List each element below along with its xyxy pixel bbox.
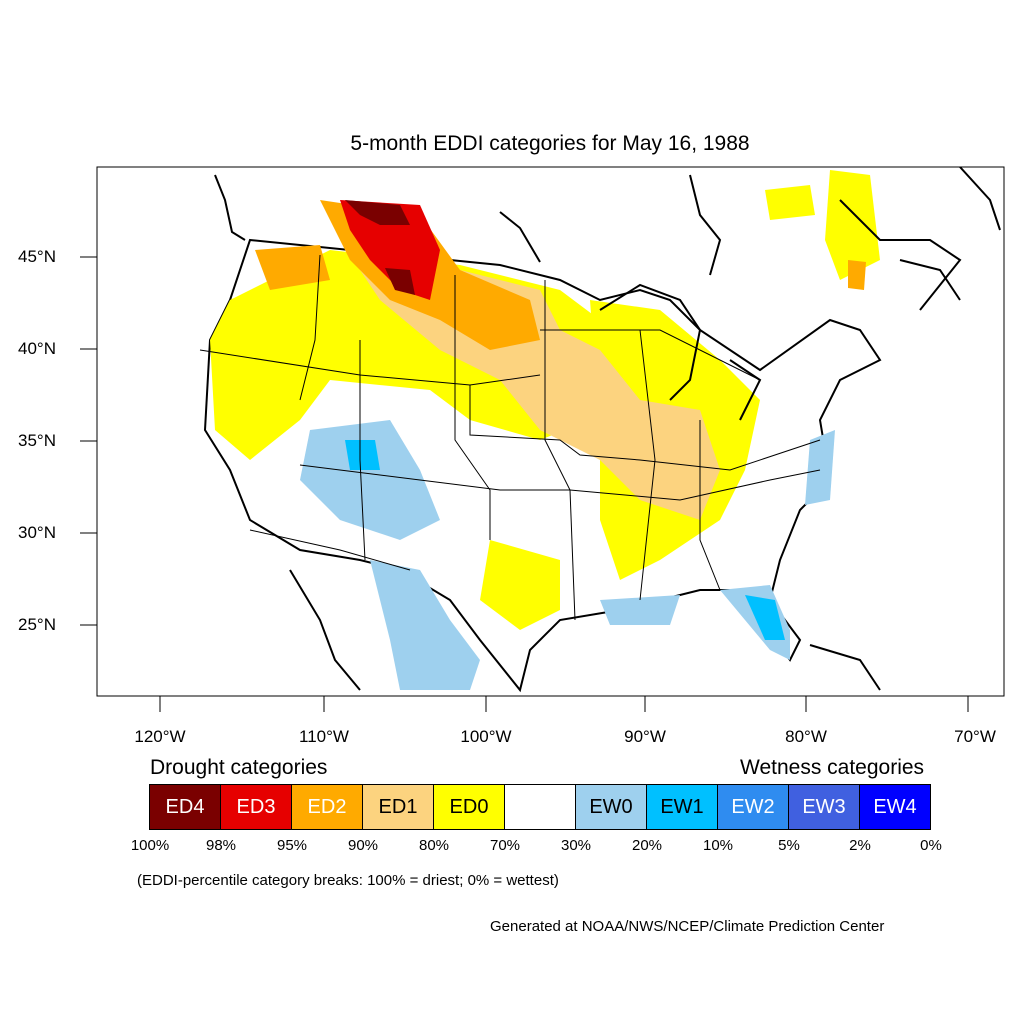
lon-label-90w: 90°W bbox=[624, 727, 666, 746]
legend-break-label: 100% bbox=[130, 837, 170, 854]
legend-color-bar: ED4 ED3 ED2 ED1 ED0 EW0 EW1 EW2 EW3 EW4 bbox=[149, 784, 931, 830]
legend-break-label: 20% bbox=[631, 837, 663, 854]
legend-break-label: 95% bbox=[276, 837, 308, 854]
lon-label-80w: 80°W bbox=[785, 727, 827, 746]
ew0-region-tx bbox=[370, 560, 480, 690]
legend-box-ed0: ED0 bbox=[433, 784, 505, 830]
lat-label-40: 40°N bbox=[18, 339, 56, 358]
lon-label-100w: 100°W bbox=[460, 727, 512, 746]
ew0-region-sw bbox=[300, 420, 440, 540]
legend-break-label: 5% bbox=[778, 837, 800, 854]
legend-box-neutral bbox=[504, 784, 576, 830]
ew1-region-fl bbox=[745, 595, 785, 640]
lon-label-70w: 70°W bbox=[954, 727, 996, 746]
map-layer bbox=[199, 167, 1001, 693]
lat-label-45: 45°N bbox=[18, 247, 56, 266]
legend-break-label: 98% bbox=[205, 837, 237, 854]
legend-break-label: 70% bbox=[489, 837, 521, 854]
ed0-region-texas bbox=[480, 540, 560, 630]
ed0-region-canada bbox=[765, 185, 815, 220]
ew0-region-ne bbox=[805, 430, 835, 505]
ew0-region-gulf bbox=[600, 595, 680, 625]
legend-break-label: 90% bbox=[347, 837, 379, 854]
coastlines bbox=[214, 167, 1001, 691]
legend-box-ed1: ED1 bbox=[362, 784, 434, 830]
legend-box-ed4: ED4 bbox=[149, 784, 221, 830]
legend-box-ew4: EW4 bbox=[859, 784, 931, 830]
legend-box-ew2: EW2 bbox=[717, 784, 789, 830]
legend-break-label: 0% bbox=[920, 837, 942, 854]
legend-box-ew1: EW1 bbox=[646, 784, 718, 830]
map-title: 5-month EDDI categories for May 16, 1988 bbox=[350, 132, 750, 155]
axis-ticks bbox=[80, 256, 969, 712]
lon-label-110w: 110°W bbox=[299, 727, 349, 746]
legend-box-ed2: ED2 bbox=[291, 784, 363, 830]
ed4-region bbox=[345, 200, 410, 225]
map-frame bbox=[96, 166, 1005, 697]
legend-box-ew3: EW3 bbox=[788, 784, 860, 830]
legend-box-ew0: EW0 bbox=[575, 784, 647, 830]
ew1-region-sw bbox=[345, 440, 380, 470]
ed4-region-2 bbox=[385, 268, 415, 295]
lat-label-30: 30°N bbox=[18, 523, 56, 542]
drought-heading: Drought categories bbox=[150, 756, 328, 779]
legend-break-label: 80% bbox=[418, 837, 450, 854]
ed2-region-nw bbox=[255, 245, 330, 290]
lon-label-120w: 120°W bbox=[134, 727, 186, 746]
legend-break-label: 30% bbox=[560, 837, 592, 854]
ed3-region bbox=[340, 200, 440, 300]
legend-break-label: 10% bbox=[702, 837, 734, 854]
legend-break-label: 2% bbox=[849, 837, 871, 854]
legend-box-ed3: ED3 bbox=[220, 784, 292, 830]
credit-line: Generated at NOAA/NWS/NCEP/Climate Predi… bbox=[490, 918, 885, 935]
state-boundaries bbox=[199, 254, 821, 621]
ed2-region-maine bbox=[848, 260, 866, 290]
ed0-region-maine bbox=[825, 170, 880, 280]
wetness-heading: Wetness categories bbox=[740, 756, 925, 779]
legend-note: (EDDI-percentile category breaks: 100% =… bbox=[137, 872, 559, 889]
lat-label-35: 35°N bbox=[18, 431, 56, 450]
lat-label-25: 25°N bbox=[18, 615, 56, 634]
